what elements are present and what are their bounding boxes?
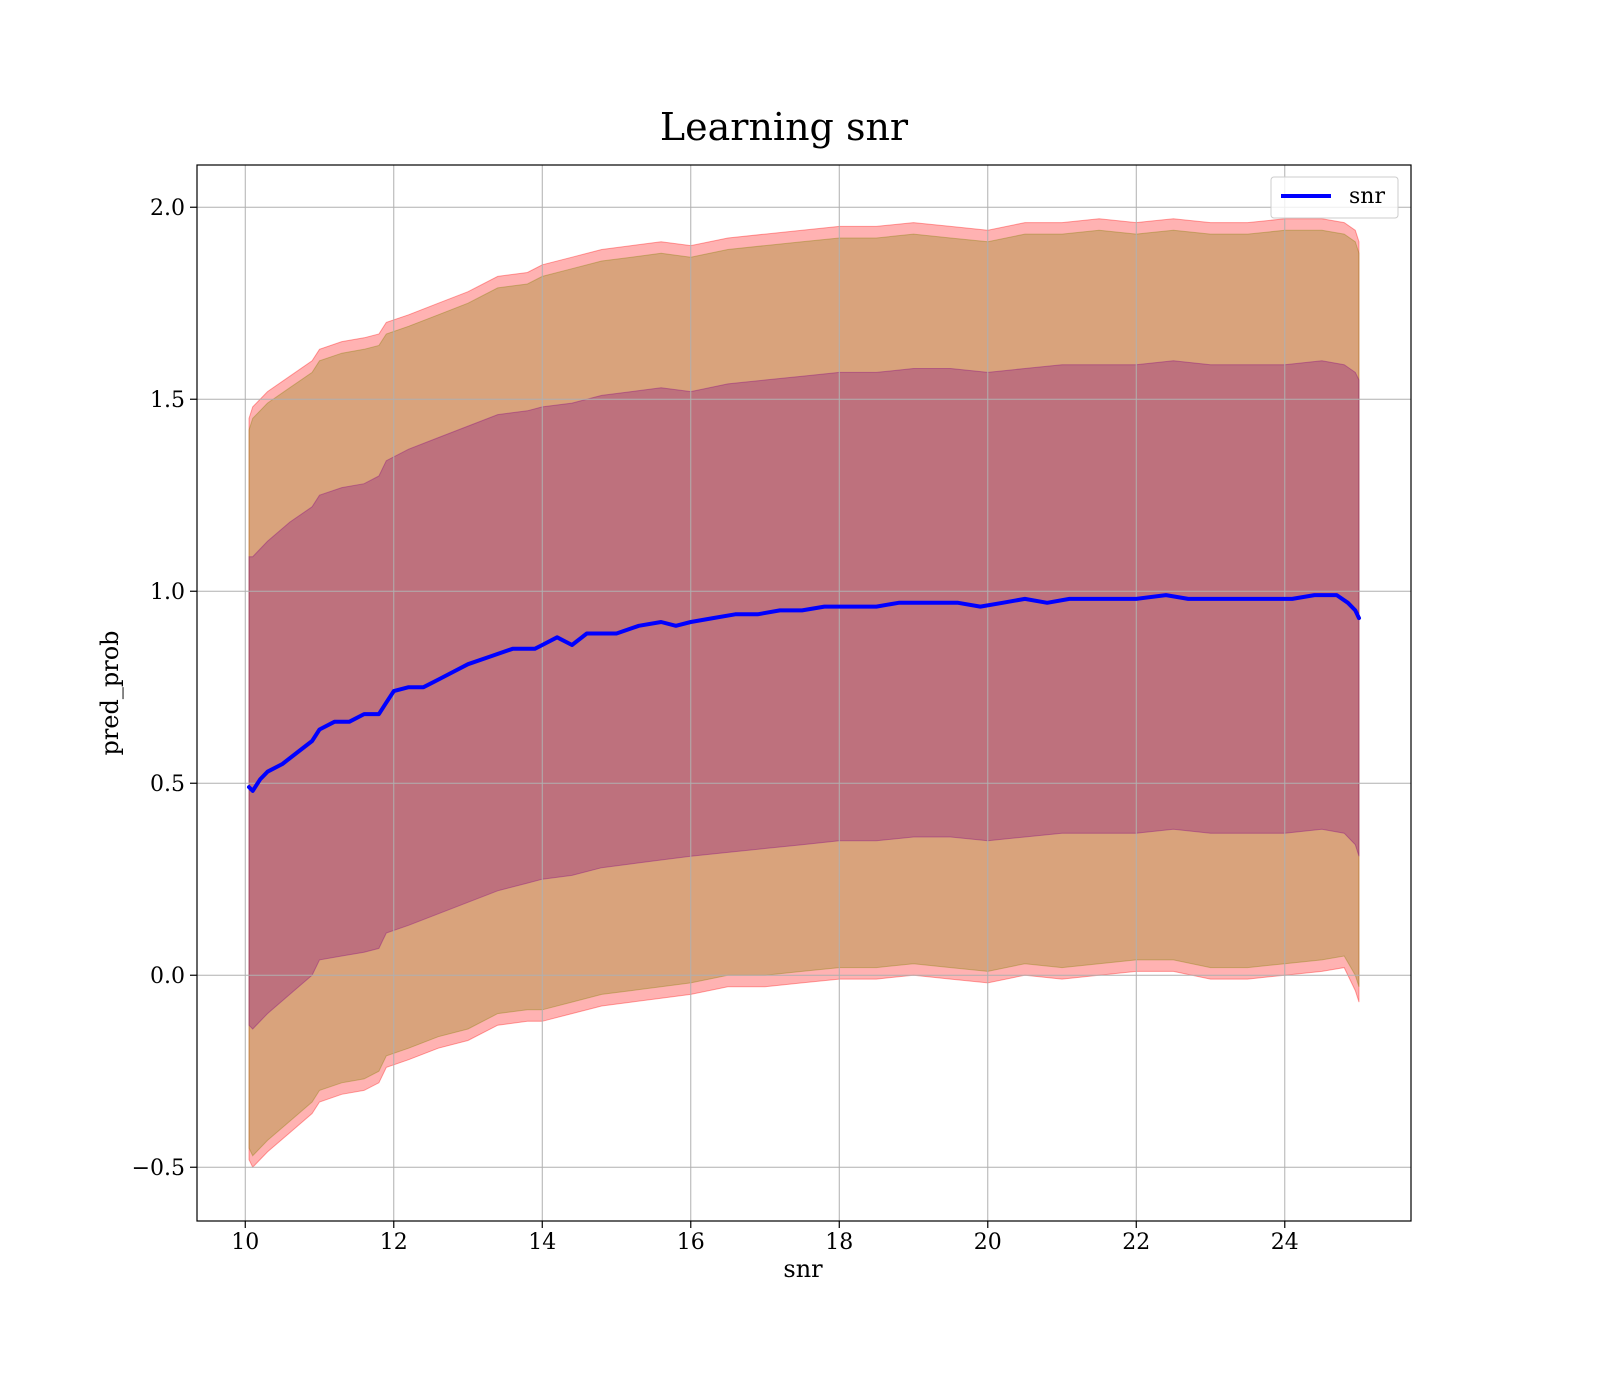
y-tick-label: 0.0 xyxy=(150,964,185,989)
x-axis-label: snr xyxy=(783,1255,823,1283)
series-line-snr xyxy=(247,593,1361,793)
y-tick-label: 1.0 xyxy=(150,580,185,605)
plot-frame xyxy=(196,164,1412,1222)
y-tick-label: 1.5 xyxy=(150,388,185,413)
x-tick-label: 24 xyxy=(1271,1230,1299,1255)
y-tick-label: 2.0 xyxy=(150,196,185,221)
series-lines xyxy=(247,593,1361,793)
x-tick-label: 12 xyxy=(380,1230,408,1255)
legend: snr xyxy=(1270,176,1399,219)
chart-title: Learning snr xyxy=(660,105,909,149)
x-tick-label: 18 xyxy=(825,1230,853,1255)
y-tick-label: 0.5 xyxy=(150,772,185,797)
x-tick-label: 22 xyxy=(1122,1230,1150,1255)
y-axis-label: pred_prob xyxy=(96,630,124,755)
grid xyxy=(197,165,1411,1221)
x-tick-label: 16 xyxy=(677,1230,705,1255)
confidence-band-3 xyxy=(248,360,1360,1030)
x-tick-label: 20 xyxy=(974,1230,1002,1255)
confidence-band-2 xyxy=(248,229,1360,1157)
axis-ticks: 10 12 14 16 18 20 22 24 −0.5 0.0 0.5 1.0 1.5 2.0 xyxy=(132,196,1299,1255)
legend-box xyxy=(1270,176,1399,219)
x-tick-label: 14 xyxy=(528,1230,556,1255)
confidence-band-1 xyxy=(248,218,1360,1169)
x-tick-label: 10 xyxy=(231,1230,259,1255)
legend-label-snr: snr xyxy=(1349,184,1385,209)
y-tick-label: −0.5 xyxy=(132,1156,185,1181)
confidence-bands xyxy=(248,218,1360,1169)
